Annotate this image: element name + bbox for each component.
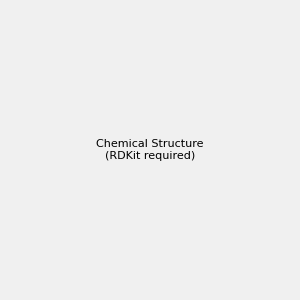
Text: Chemical Structure
(RDKit required): Chemical Structure (RDKit required) <box>96 139 204 161</box>
